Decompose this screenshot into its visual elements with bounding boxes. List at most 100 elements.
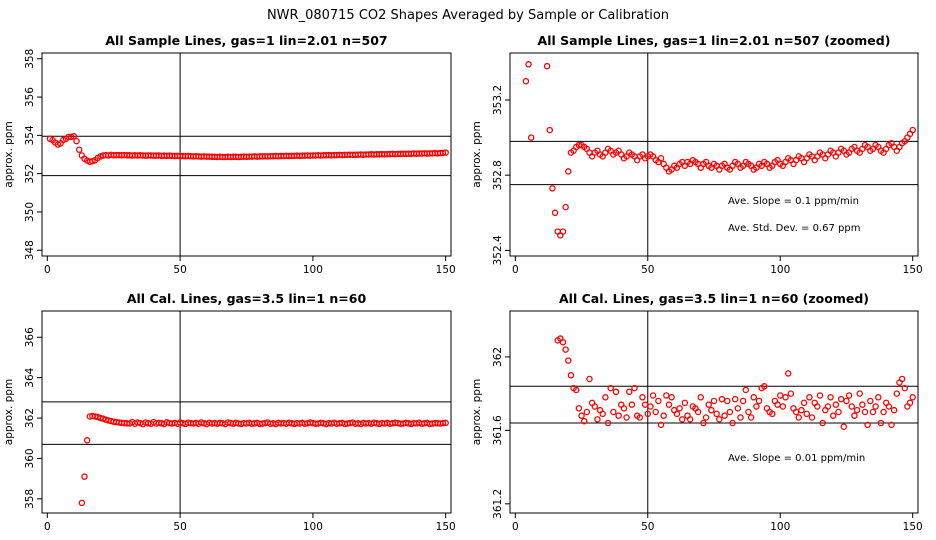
y-axis-label: approx. ppm [471, 121, 483, 187]
data-point [70, 133, 78, 140]
data-point [655, 397, 662, 405]
data-point [864, 421, 871, 429]
data-points [522, 61, 916, 239]
data-point [439, 419, 447, 427]
data-point [527, 134, 535, 141]
data-point [694, 408, 702, 416]
data-point [837, 395, 845, 403]
y-tick-label: 354 [24, 125, 36, 145]
data-points [46, 133, 449, 166]
data-point [522, 77, 530, 85]
data-point [745, 408, 752, 416]
data-point [888, 421, 895, 429]
panel-p4: All Cal. Lines, gas=3.5 lin=1 n=60 (zoom… [471, 291, 923, 533]
data-point [734, 405, 742, 412]
data-point [737, 414, 744, 421]
y-tick-label: 364 [24, 367, 36, 387]
data-point [856, 390, 863, 397]
data-points [554, 335, 916, 430]
data-point [78, 499, 86, 507]
data-point [890, 406, 898, 414]
y-axis-label: approx. ppm [3, 121, 15, 187]
data-point [636, 414, 644, 421]
data-point [697, 394, 705, 401]
y-tick-label: 352.4 [492, 235, 504, 265]
data-point [721, 412, 728, 419]
data-point [893, 390, 901, 397]
data-point [644, 410, 652, 418]
data-point [795, 414, 803, 421]
data-point [782, 394, 789, 401]
data-point [716, 416, 723, 423]
data-point [673, 410, 681, 418]
data-point [784, 370, 792, 377]
data-point [901, 384, 909, 392]
data-point [729, 419, 736, 427]
data-point [713, 410, 720, 418]
data-point [610, 408, 617, 416]
data-point [800, 399, 808, 407]
panel-title: All Sample Lines, gas=1 lin=2.01 n=507 (… [538, 33, 891, 48]
data-point [708, 406, 715, 414]
data-point [750, 394, 757, 401]
data-point [702, 414, 710, 421]
data-point [755, 397, 763, 405]
data-point [700, 419, 707, 427]
data-point [845, 392, 853, 399]
data-point [660, 412, 667, 419]
data-point [819, 419, 826, 427]
data-point [641, 401, 649, 408]
data-point [549, 185, 556, 192]
y-tick-label: 348 [24, 240, 36, 260]
data-point [575, 405, 583, 412]
data-point [824, 403, 832, 410]
data-point [546, 126, 553, 134]
data-point [779, 403, 787, 410]
data-point [562, 203, 569, 211]
y-tick-label: 356 [24, 87, 36, 107]
plot-frame [509, 52, 919, 257]
panel-title: All Cal. Lines, gas=3.5 lin=1 n=60 (zoom… [559, 291, 869, 306]
x-tick-label: 150 [903, 264, 923, 276]
data-point [562, 346, 569, 353]
data-point [620, 405, 628, 412]
data-point [898, 375, 906, 383]
data-point [853, 406, 861, 414]
data-point [678, 416, 686, 423]
panels: All Sample Lines, gas=1 lin=2.01 n=507 0 5… [3, 33, 923, 533]
data-point [798, 406, 805, 414]
data-point [832, 401, 840, 408]
data-point [551, 209, 559, 217]
data-point [615, 412, 622, 419]
data-point [739, 397, 747, 405]
data-point [848, 403, 856, 410]
data-point [578, 412, 585, 419]
data-point [742, 386, 750, 394]
x-tick-label: 50 [641, 521, 654, 533]
panel-title: All Cal. Lines, gas=3.5 lin=1 n=60 [127, 291, 367, 306]
data-point [663, 392, 670, 399]
data-point [885, 403, 893, 410]
y-tick-label: 362 [24, 408, 36, 428]
x-tick-label: 150 [436, 264, 456, 276]
data-point [623, 414, 630, 421]
y-tick-label: 352 [24, 164, 36, 184]
y-tick-label: 358 [24, 489, 36, 509]
data-point [731, 395, 739, 403]
data-point [872, 403, 879, 410]
data-point [583, 408, 591, 416]
plot-frame [41, 310, 452, 514]
x-tick-label: 0 [512, 521, 519, 533]
data-point [875, 394, 882, 401]
panel-p1: All Sample Lines, gas=1 lin=2.01 n=507 0 5… [3, 33, 456, 276]
y-tick-label: 358 [24, 49, 36, 69]
data-point [835, 408, 842, 416]
data-point [806, 394, 813, 401]
data-point [814, 403, 821, 410]
plot-frame [509, 310, 919, 514]
data-point [628, 401, 636, 408]
y-tick-label: 366 [24, 327, 36, 347]
data-point [75, 146, 83, 153]
data-point [567, 372, 575, 379]
y-axis-label: approx. ppm [3, 379, 15, 445]
